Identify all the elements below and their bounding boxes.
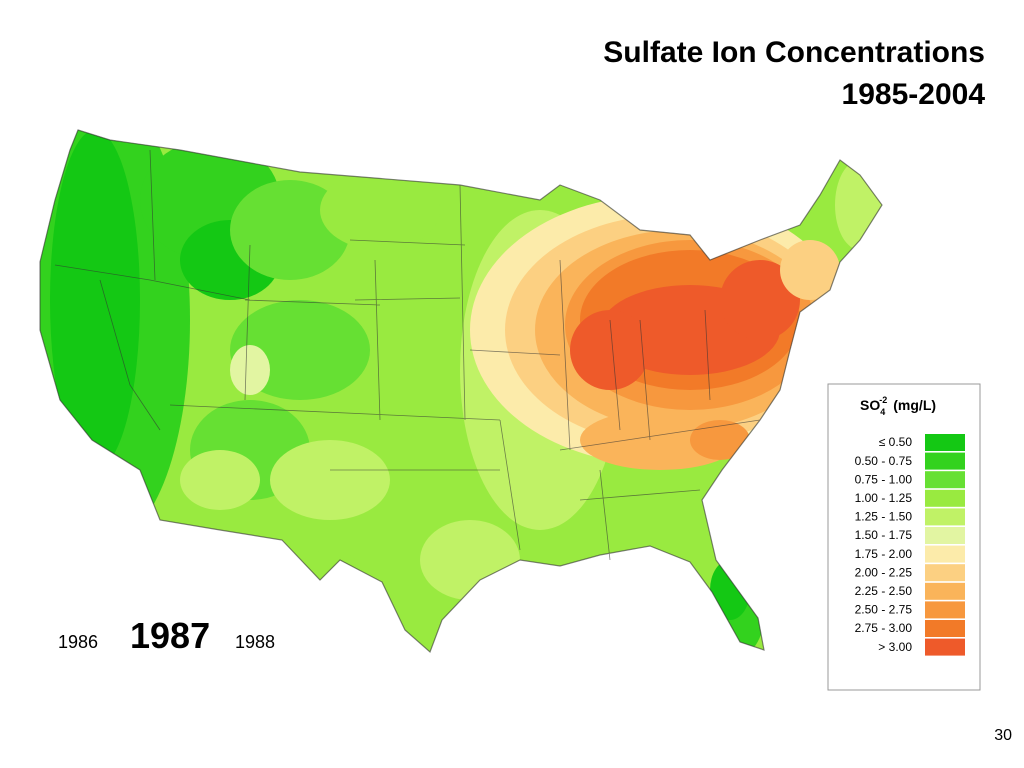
legend-swatch — [925, 527, 965, 544]
legend-swatch — [925, 620, 965, 637]
year-next: 1988 — [235, 632, 275, 652]
concentration-area — [230, 180, 350, 280]
legend-label: 0.50 - 0.75 — [855, 454, 913, 468]
legend-label: 1.25 - 1.50 — [855, 510, 913, 524]
concentration-area — [420, 520, 520, 600]
legend-swatch — [925, 601, 965, 619]
concentration-area — [230, 345, 270, 395]
concentration-area — [710, 560, 750, 620]
legend-swatch — [925, 471, 965, 489]
subtitle: 1985-2004 — [842, 78, 986, 111]
legend-label: 1.00 - 1.25 — [855, 491, 913, 505]
legend-swatch — [925, 582, 965, 600]
concentration-area — [320, 170, 440, 250]
map — [40, 130, 882, 652]
legend-label: 2.75 - 3.00 — [855, 621, 913, 635]
page-number: 30 — [994, 727, 1012, 744]
concentration-area — [720, 260, 800, 340]
concentration-area — [780, 240, 840, 300]
concentration-area — [835, 160, 882, 250]
legend-swatch — [925, 434, 965, 451]
legend-title-base: SO — [860, 397, 880, 413]
legend-label: 2.00 - 2.25 — [855, 565, 913, 579]
year-previous: 1986 — [58, 632, 98, 652]
year-current: 1987 — [130, 615, 210, 656]
legend-label: 0.75 - 1.00 — [855, 472, 913, 486]
legend-swatch — [925, 452, 965, 470]
legend-title-subscript: 4 — [880, 407, 885, 417]
legend-label: 1.75 - 2.00 — [855, 547, 913, 561]
title: Sulfate Ion Concentrations — [603, 36, 985, 69]
concentration-area — [570, 310, 650, 390]
legend-swatch — [925, 508, 965, 526]
legend: ≤ 0.50 0.50 - 0.75 0.75 - 1.00 1.00 - 1.25 1… — [855, 434, 965, 656]
legend-label: > 3.00 — [878, 640, 912, 654]
legend-swatch — [925, 564, 965, 582]
legend-title-unit: (mg/L) — [893, 397, 936, 413]
legend-label: ≤ 0.50 — [879, 435, 913, 449]
legend-label: 2.25 - 2.50 — [855, 584, 913, 598]
concentration-area — [580, 410, 740, 470]
legend-title-superscript: -2 — [879, 395, 887, 405]
legend-swatch — [925, 489, 965, 507]
legend-label: 1.50 - 1.75 — [855, 528, 913, 542]
legend-label: 2.50 - 2.75 — [855, 603, 913, 617]
legend-swatch — [925, 545, 965, 563]
concentration-area — [180, 450, 260, 510]
state-borders — [39, 129, 883, 654]
concentration-area — [270, 440, 390, 520]
legend-swatch — [925, 638, 965, 656]
concentration-area — [690, 420, 750, 460]
legend-title: SO4 -2 (mg/L) — [860, 395, 936, 417]
concentration-area — [50, 130, 140, 470]
